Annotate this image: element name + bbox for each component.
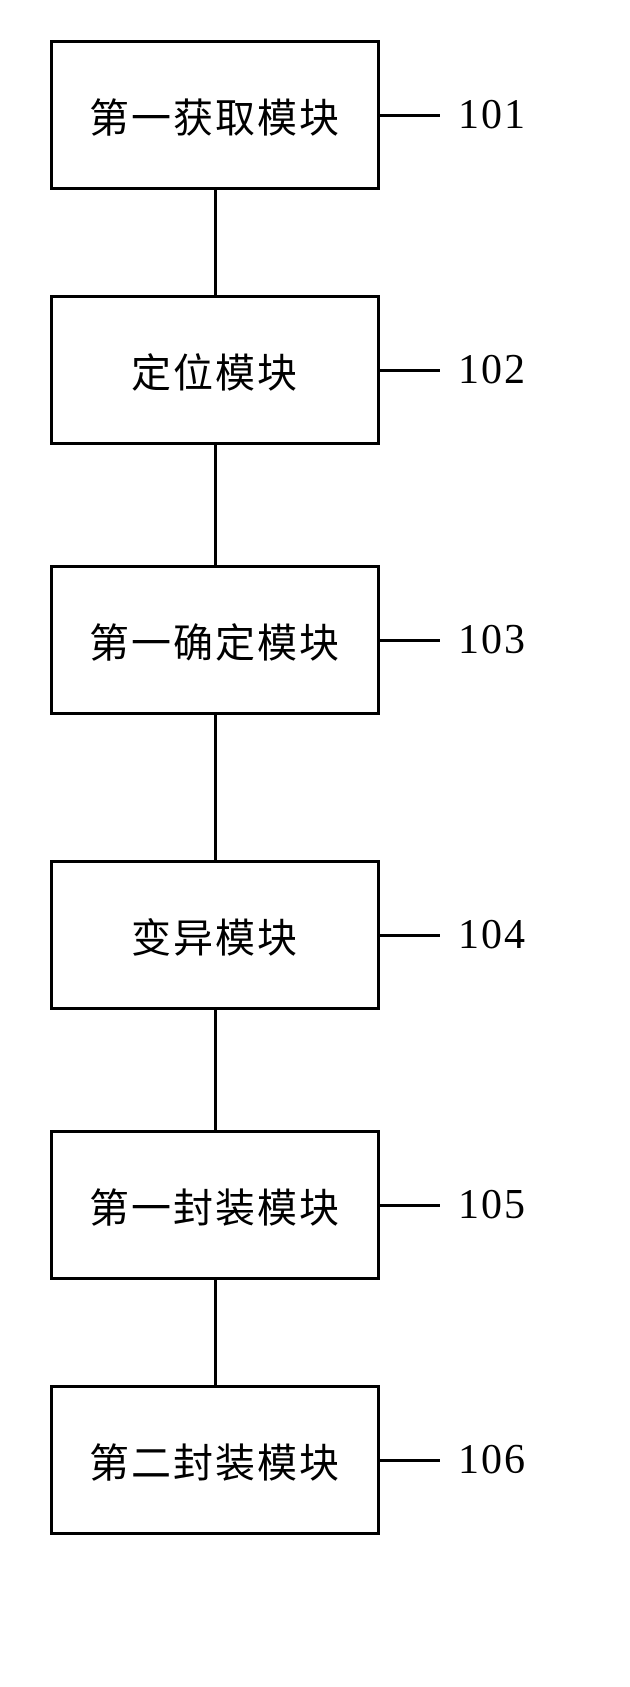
node-label: 104: [458, 911, 527, 959]
node-text: 第二封装模块: [89, 1431, 341, 1489]
connector-down-wrap: [50, 715, 380, 860]
node-text: 第一确定模块: [89, 611, 341, 669]
node-row: 第一封装模块 105: [50, 1130, 580, 1280]
node-text: 第一获取模块: [89, 86, 341, 144]
connector-down-wrap: [50, 190, 380, 295]
connector-down: [214, 190, 217, 295]
connector-down-wrap: [50, 1010, 380, 1130]
connector-right: [380, 369, 440, 372]
node-box: 定位模块: [50, 295, 380, 445]
node-label: 103: [458, 616, 527, 664]
node-row: 第二封装模块 106: [50, 1385, 580, 1535]
node-box: 变异模块: [50, 860, 380, 1010]
connector-down: [214, 445, 217, 565]
node-label: 105: [458, 1181, 527, 1229]
node-box: 第一确定模块: [50, 565, 380, 715]
node-label: 101: [458, 91, 527, 139]
node-box: 第一封装模块: [50, 1130, 380, 1280]
node-row: 定位模块 102: [50, 295, 580, 445]
connector-down-wrap: [50, 1280, 380, 1385]
connector-down: [214, 1280, 217, 1385]
node-row: 第一确定模块 103: [50, 565, 580, 715]
connector-down-wrap: [50, 445, 380, 565]
node-box: 第一获取模块: [50, 40, 380, 190]
connector-right: [380, 1204, 440, 1207]
connector-right: [380, 114, 440, 117]
node-text: 第一封装模块: [89, 1176, 341, 1234]
node-text: 变异模块: [131, 906, 299, 964]
node-label: 106: [458, 1436, 527, 1484]
connector-right: [380, 934, 440, 937]
connector-right: [380, 639, 440, 642]
connector-down: [214, 1010, 217, 1130]
connector-down: [214, 715, 217, 860]
flowchart-diagram: 第一获取模块 101 定位模块 102 第一确定模块 103 变异模块 104: [50, 40, 580, 1535]
node-box: 第二封装模块: [50, 1385, 380, 1535]
node-text: 定位模块: [131, 341, 299, 399]
node-row: 第一获取模块 101: [50, 40, 580, 190]
node-row: 变异模块 104: [50, 860, 580, 1010]
node-label: 102: [458, 346, 527, 394]
connector-right: [380, 1459, 440, 1462]
